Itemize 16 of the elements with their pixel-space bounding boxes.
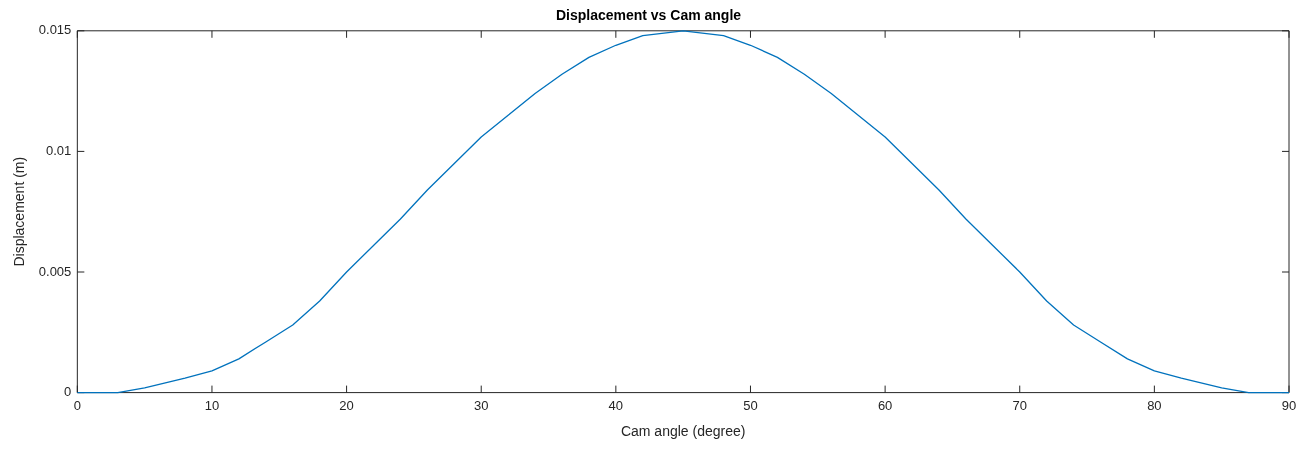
x-tick-label: 50: [743, 397, 758, 413]
x-tick-label: 70: [1012, 397, 1027, 413]
y-tick-label: 0.015: [38, 22, 72, 38]
x-tick-label: 10: [204, 397, 220, 413]
y-axis-title: Displacement (m): [11, 156, 28, 267]
x-tick-label: 30: [473, 397, 489, 413]
x-tick-label: 20: [339, 397, 354, 413]
x-tick-label: 90: [1281, 397, 1297, 413]
y-tick-label: 0: [64, 384, 72, 400]
chart-title: Displacement vs Cam angle: [555, 7, 742, 24]
x-axis-title: Cam angle (degree): [620, 423, 746, 440]
y-tick-label: 0.01: [46, 142, 72, 158]
x-tick-label: 80: [1147, 397, 1162, 413]
x-tick-label: 40: [608, 397, 624, 413]
y-tick-label: 0.005: [38, 263, 72, 279]
x-tick-label: 60: [877, 397, 893, 413]
